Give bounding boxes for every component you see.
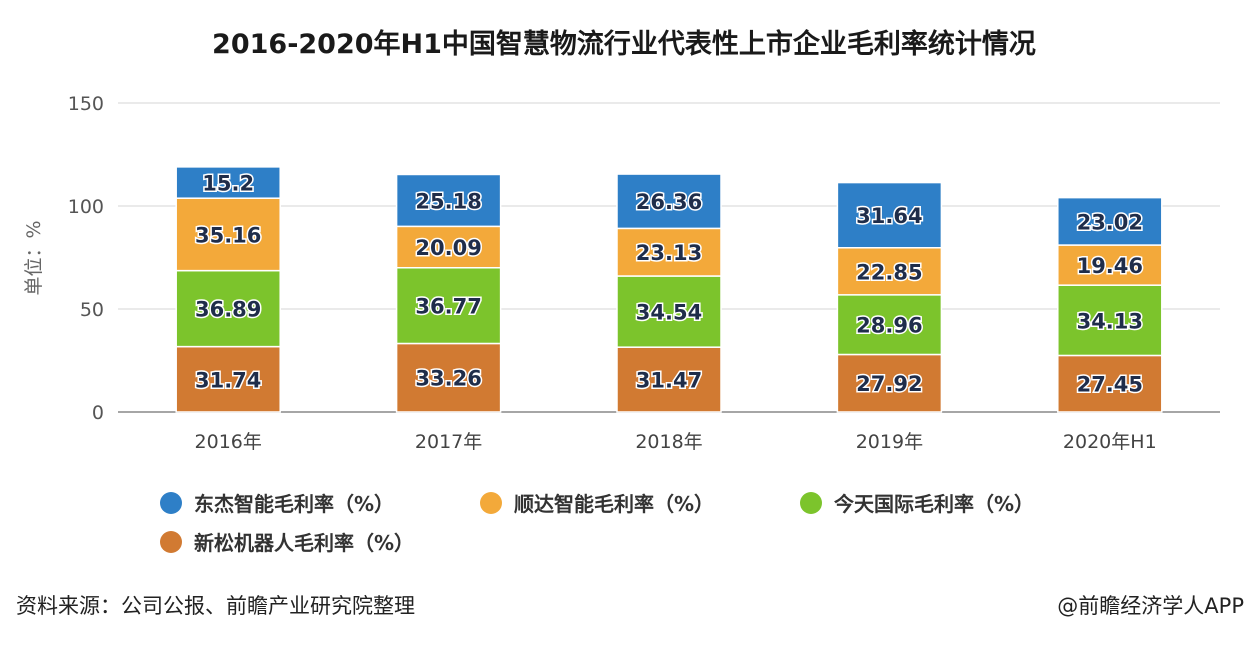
- x-tick-label: 2017年: [415, 431, 482, 453]
- data-label: 20.09: [415, 236, 481, 260]
- y-tick-label: 100: [68, 196, 104, 218]
- bar-segment: [616, 227, 722, 277]
- source-note: 资料来源：公司公报、前瞻产业研究院整理: [16, 594, 415, 618]
- credit-note: @前瞻经济学人APP: [1057, 594, 1244, 618]
- legend-marker: [160, 530, 182, 553]
- bar-segment: [395, 342, 502, 413]
- legend-item-shunda: 顺达智能毛利率（%）: [480, 488, 800, 517]
- legend-label: 顺达智能毛利率（%）: [514, 492, 715, 516]
- data-label: 27.92: [856, 372, 922, 396]
- bar-segment: [836, 247, 943, 296]
- legend-marker: [480, 491, 502, 514]
- x-tick-label: 2019年: [856, 431, 923, 453]
- legend-marker: [800, 491, 822, 514]
- bar-segment: [175, 197, 281, 272]
- chart-legend: 东杰智能毛利率（%） 顺达智能毛利率（%） 今天国际毛利率（%） 新松机器人毛利…: [160, 488, 1160, 556]
- bar-segment: [836, 181, 943, 249]
- bar-segment: [175, 345, 281, 413]
- data-label: 28.96: [856, 314, 922, 338]
- legend-item-dongjie: 东杰智能毛利率（%）: [160, 488, 480, 517]
- y-tick-label: 50: [80, 299, 104, 321]
- bar-segment: [1057, 284, 1163, 357]
- bar-segment: [1057, 354, 1163, 413]
- bar-segment: [1057, 244, 1163, 286]
- bar-segment: [616, 346, 722, 413]
- data-label: 31.47: [636, 369, 702, 393]
- data-label: 31.74: [195, 368, 261, 392]
- data-label: 36.89: [195, 298, 261, 322]
- bar-segment: [175, 269, 281, 348]
- data-label: 34.54: [636, 301, 702, 325]
- data-label: 25.18: [415, 189, 481, 213]
- data-label: 26.36: [636, 190, 702, 214]
- data-label: 35.16: [195, 223, 261, 247]
- x-tick-label: 2018年: [635, 431, 702, 453]
- data-label: 36.77: [415, 295, 481, 319]
- data-label: 15.2: [202, 172, 254, 196]
- bar-segment: [1057, 196, 1163, 246]
- y-tick-label: 0: [92, 402, 104, 424]
- data-label: 23.13: [636, 241, 702, 265]
- y-tick-label: 150: [68, 93, 104, 115]
- legend-label: 今天国际毛利率（%）: [834, 492, 1035, 516]
- data-label: 19.46: [1077, 254, 1143, 278]
- data-label: 33.26: [415, 367, 481, 391]
- x-tick-label: 2016年: [195, 431, 262, 453]
- bar-segment: [395, 225, 502, 269]
- chart-title: 2016-2020年H1中国智慧物流行业代表性上市企业毛利率统计情况: [212, 29, 1036, 60]
- data-label: 22.85: [856, 260, 922, 284]
- legend-item-xinsong: 新松机器人毛利率（%）: [160, 527, 480, 556]
- legend-label: 新松机器人毛利率（%）: [194, 531, 415, 555]
- data-label: 31.64: [856, 204, 922, 228]
- legend-item-jintian: 今天国际毛利率（%）: [800, 488, 1120, 517]
- bar-segment: [616, 275, 722, 348]
- bar-segment: [836, 353, 943, 413]
- bar-segment: [616, 173, 722, 230]
- data-label: 34.13: [1077, 309, 1143, 333]
- legend-label: 东杰智能毛利率（%）: [194, 492, 395, 516]
- y-axis-label: 单位：%: [23, 220, 45, 295]
- data-label: 27.45: [1077, 373, 1143, 397]
- bar-segment: [395, 173, 502, 228]
- legend-marker: [160, 491, 182, 514]
- data-label: 23.02: [1077, 210, 1143, 234]
- x-tick-label: 2020年H1: [1063, 431, 1157, 453]
- bar-segment: [175, 166, 281, 199]
